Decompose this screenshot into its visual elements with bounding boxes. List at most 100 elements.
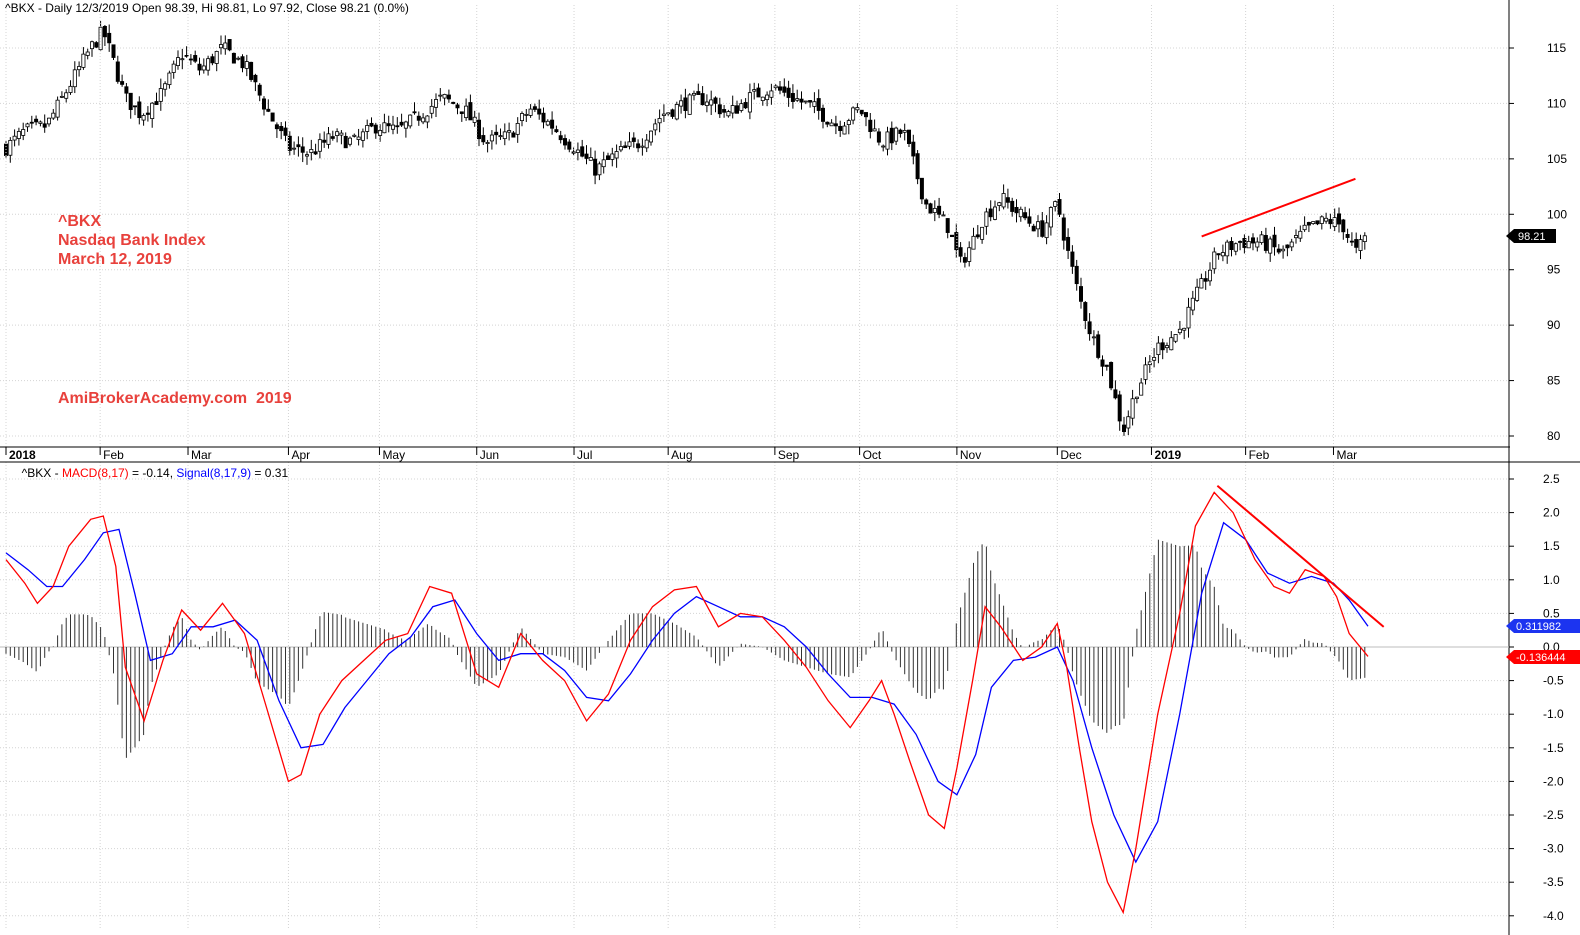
candle-body <box>382 122 387 134</box>
candle-body <box>313 151 318 155</box>
candle-body <box>601 159 606 168</box>
candle-body <box>16 131 21 139</box>
price-y-tick-label: 85 <box>1547 374 1561 388</box>
candle-body <box>1233 243 1238 252</box>
candle-body <box>1173 334 1178 342</box>
price-header: ^BKX - Daily 12/3/2019 Open 98.39, Hi 98… <box>5 1 409 15</box>
candle-body <box>1070 251 1075 267</box>
candle-body <box>1147 361 1152 365</box>
candle-body <box>373 124 378 134</box>
candle-body <box>1315 220 1320 225</box>
candle-body <box>279 125 284 132</box>
candle-body <box>528 108 533 116</box>
candle-body <box>1354 239 1359 248</box>
candle-body <box>898 129 903 134</box>
macd-last-badge: -0.136444 <box>1506 650 1580 664</box>
candle-body <box>231 52 236 64</box>
candle-body <box>438 94 443 97</box>
candle-body <box>1165 345 1170 349</box>
candle-body <box>1263 235 1268 251</box>
candle-body <box>1311 221 1316 225</box>
candle-body <box>253 74 258 83</box>
candle-body <box>1066 236 1071 251</box>
candle-body <box>872 128 877 132</box>
macd-trendline-segment <box>1216 484 1385 628</box>
candle-body <box>1010 200 1015 212</box>
candle-body <box>683 97 688 111</box>
candle-body <box>1139 382 1144 396</box>
candle-body <box>868 119 873 132</box>
candle-body <box>1195 286 1200 301</box>
candle-body <box>335 131 340 136</box>
candle-body <box>446 94 451 100</box>
candle-body <box>489 134 494 142</box>
candle-body <box>476 119 481 140</box>
x-tick-label: 2018 <box>9 448 36 462</box>
candle-body <box>451 101 456 104</box>
candle-body <box>889 127 894 144</box>
candle-body <box>201 65 206 71</box>
candle-body <box>816 98 821 111</box>
candle-body <box>429 105 434 114</box>
candle-body <box>1182 327 1187 331</box>
candle-body <box>1319 216 1324 224</box>
candle-body <box>1036 221 1041 230</box>
candle-body <box>657 118 662 124</box>
macd-y-tick-label: -3.0 <box>1543 842 1564 856</box>
candle-body <box>885 131 890 150</box>
candle-body <box>928 203 933 214</box>
candle-body <box>713 97 718 104</box>
candle-body <box>606 155 611 160</box>
candle-body <box>545 120 550 126</box>
price-y-axis: 80 85 90 95 100 105 110 115 <box>1509 41 1567 443</box>
candle-body <box>752 89 757 92</box>
candle-body <box>1337 213 1342 225</box>
macd-header-signal-label: Signal(8,17,9) <box>176 466 251 480</box>
candle-body <box>145 112 150 115</box>
signal-line <box>5 521 1369 864</box>
candle-body <box>1229 240 1234 251</box>
candle-body <box>300 146 305 153</box>
candle-body <box>502 131 507 140</box>
candle-body <box>1358 239 1363 251</box>
candle-body <box>803 100 808 103</box>
candle-body <box>541 112 546 123</box>
price-candles <box>4 20 1367 436</box>
candle-body <box>1126 416 1131 429</box>
candle-body <box>1001 193 1006 208</box>
candle-body <box>171 63 176 73</box>
candle-body <box>919 177 924 200</box>
candle-body <box>747 92 752 113</box>
candle-body <box>1216 253 1221 256</box>
candle-body <box>1152 357 1157 361</box>
macd-y-tick-label: -4.0 <box>1543 909 1564 923</box>
candle-body <box>412 111 417 114</box>
candle-body <box>743 102 748 109</box>
candle-body <box>1294 235 1299 239</box>
candle-body <box>1302 224 1307 231</box>
candle-body <box>270 112 275 122</box>
candle-body <box>90 41 95 50</box>
candle-body <box>72 69 77 88</box>
candle-body <box>352 134 357 137</box>
candle-body <box>1040 220 1045 237</box>
candle-body <box>717 104 722 115</box>
candle-body <box>709 99 714 106</box>
candle-body <box>876 131 881 143</box>
candle-body <box>881 145 886 148</box>
candle-body <box>459 111 464 114</box>
candle-body <box>8 140 13 156</box>
candle-body <box>524 113 529 116</box>
x-tick-label: Sep <box>778 448 800 462</box>
candle-body <box>403 121 408 129</box>
candle-body <box>846 120 851 126</box>
candle-body <box>1096 334 1101 358</box>
candle-body <box>1143 364 1148 380</box>
candle-body <box>283 127 288 136</box>
candle-body <box>206 58 211 71</box>
price-y-tick-label: 95 <box>1547 263 1561 277</box>
candle-body <box>274 124 279 130</box>
macd-histogram <box>5 539 1366 758</box>
candle-body <box>472 116 477 123</box>
candle-body <box>851 107 856 121</box>
